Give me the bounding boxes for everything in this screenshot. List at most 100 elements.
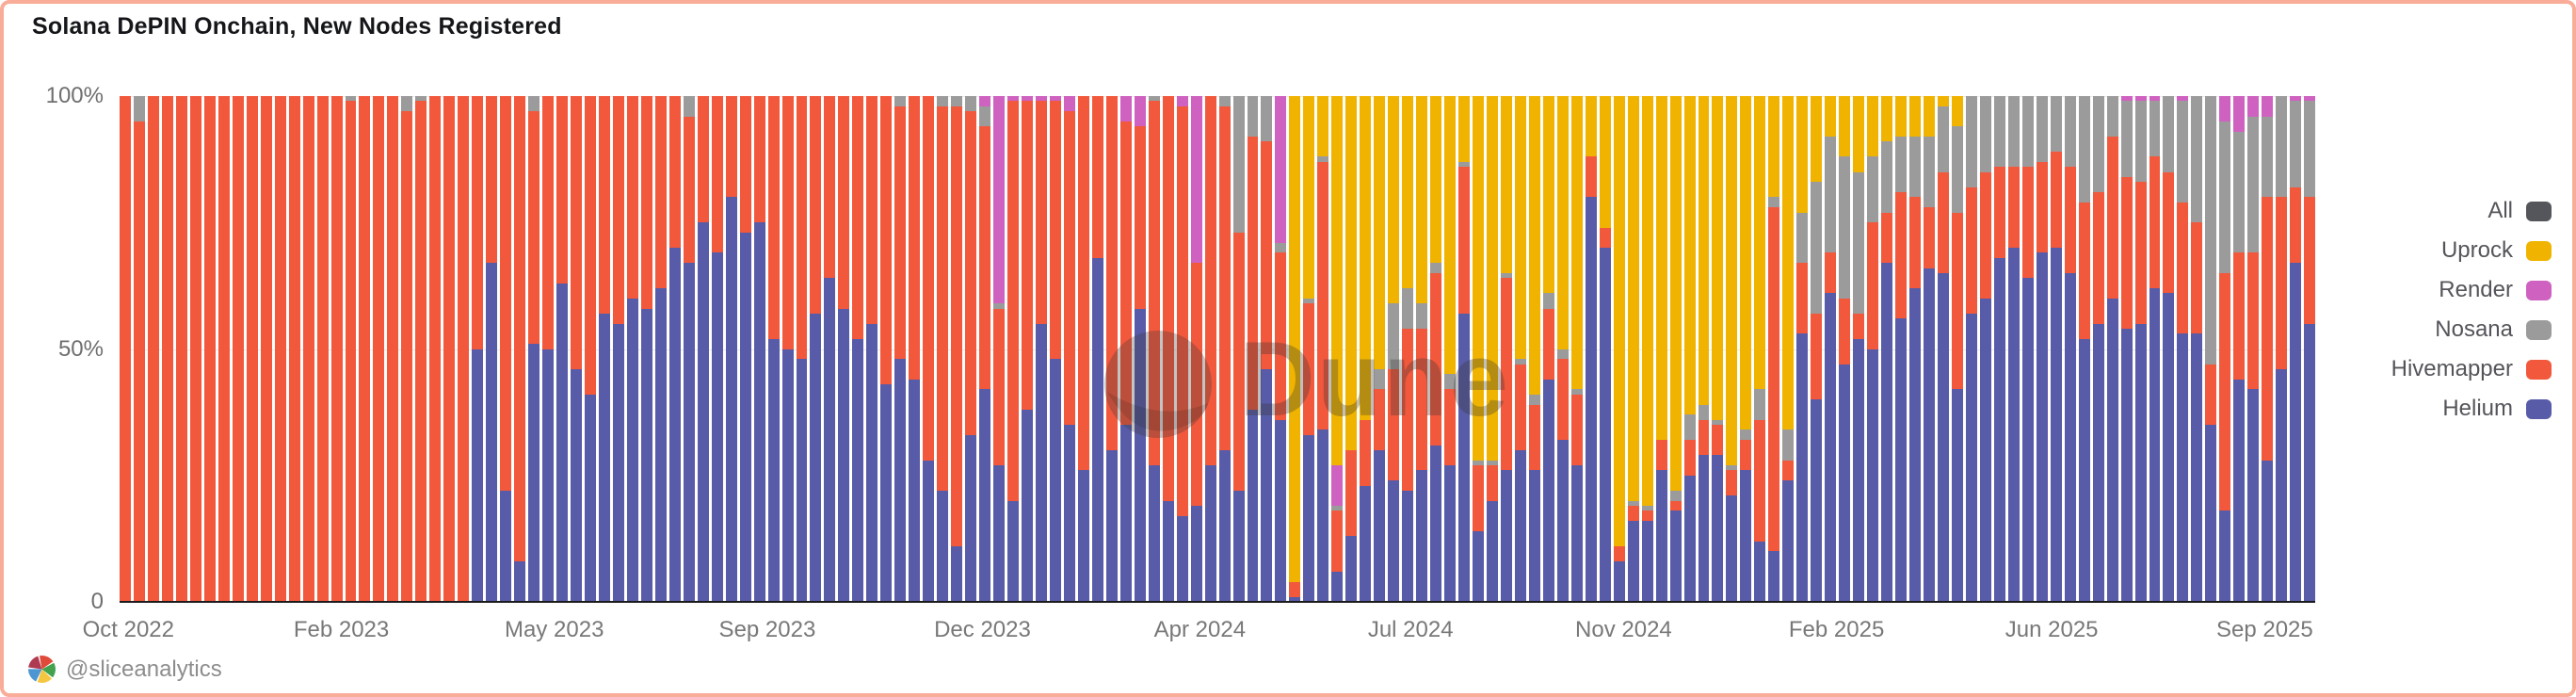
bar[interactable] bbox=[1782, 96, 1795, 602]
bar[interactable] bbox=[866, 96, 878, 602]
bar[interactable] bbox=[2262, 96, 2274, 602]
bar[interactable] bbox=[1063, 96, 1075, 602]
bar[interactable] bbox=[626, 96, 638, 602]
bar[interactable] bbox=[1261, 96, 1273, 602]
bar[interactable] bbox=[1924, 96, 1935, 602]
bar[interactable] bbox=[1486, 96, 1498, 602]
bar[interactable] bbox=[2021, 96, 2034, 602]
bar[interactable] bbox=[2092, 96, 2104, 602]
bar[interactable] bbox=[486, 96, 498, 602]
bar[interactable] bbox=[1811, 96, 1823, 602]
bar[interactable] bbox=[2007, 96, 2020, 602]
bar[interactable] bbox=[2290, 96, 2302, 602]
bar[interactable] bbox=[1148, 96, 1160, 602]
bar[interactable] bbox=[359, 96, 371, 602]
bar[interactable] bbox=[217, 96, 230, 602]
bar[interactable] bbox=[2191, 96, 2203, 602]
bar[interactable] bbox=[401, 96, 413, 602]
bar[interactable] bbox=[697, 96, 709, 602]
bar[interactable] bbox=[260, 96, 272, 602]
bar[interactable] bbox=[1430, 96, 1442, 602]
bar[interactable] bbox=[1331, 96, 1344, 602]
bar[interactable] bbox=[2149, 96, 2161, 602]
bar[interactable] bbox=[654, 96, 667, 602]
bar[interactable] bbox=[993, 96, 1006, 602]
bar[interactable] bbox=[556, 96, 568, 602]
bar[interactable] bbox=[203, 96, 216, 602]
bar[interactable] bbox=[1825, 96, 1837, 602]
bar[interactable] bbox=[1388, 96, 1400, 602]
legend-item-helium[interactable]: Helium bbox=[2391, 394, 2552, 424]
bar[interactable] bbox=[2064, 96, 2076, 602]
bar[interactable] bbox=[2120, 96, 2133, 602]
bar[interactable] bbox=[120, 96, 131, 602]
bar[interactable] bbox=[2205, 96, 2217, 602]
bar[interactable] bbox=[2247, 96, 2260, 602]
bar[interactable] bbox=[668, 96, 681, 602]
bar[interactable] bbox=[965, 96, 977, 602]
bar[interactable] bbox=[161, 96, 173, 602]
bar[interactable] bbox=[810, 96, 822, 602]
bar[interactable] bbox=[1993, 96, 2005, 602]
bar[interactable] bbox=[1007, 96, 1019, 602]
bar[interactable] bbox=[415, 96, 427, 602]
bar[interactable] bbox=[373, 96, 385, 602]
bar[interactable] bbox=[514, 96, 526, 602]
bar[interactable] bbox=[824, 96, 836, 602]
bar[interactable] bbox=[598, 96, 610, 602]
bar[interactable] bbox=[1627, 96, 1639, 602]
bar[interactable] bbox=[979, 96, 991, 602]
bar[interactable] bbox=[880, 96, 893, 602]
bar[interactable] bbox=[894, 96, 907, 602]
bar[interactable] bbox=[1091, 96, 1103, 602]
bar[interactable] bbox=[2106, 96, 2118, 602]
bar[interactable] bbox=[1232, 96, 1245, 602]
bar[interactable] bbox=[923, 96, 935, 602]
bar[interactable] bbox=[1613, 96, 1625, 602]
bar[interactable] bbox=[1105, 96, 1118, 602]
bar[interactable] bbox=[584, 96, 596, 602]
bar[interactable] bbox=[753, 96, 765, 602]
bar[interactable] bbox=[2163, 96, 2175, 602]
bar[interactable] bbox=[1951, 96, 1963, 602]
bar[interactable] bbox=[838, 96, 850, 602]
bar[interactable] bbox=[1937, 96, 1949, 602]
bar[interactable] bbox=[1712, 96, 1724, 602]
bar[interactable] bbox=[2078, 96, 2090, 602]
bar[interactable] bbox=[1077, 96, 1089, 602]
bar[interactable] bbox=[1218, 96, 1231, 602]
bar[interactable] bbox=[1754, 96, 1766, 602]
bar[interactable] bbox=[909, 96, 921, 602]
bar[interactable] bbox=[1289, 96, 1301, 602]
bar[interactable] bbox=[796, 96, 808, 602]
bar[interactable] bbox=[1416, 96, 1428, 602]
bar[interactable] bbox=[1965, 96, 1977, 602]
bar[interactable] bbox=[2134, 96, 2147, 602]
bar[interactable] bbox=[443, 96, 456, 602]
bar[interactable] bbox=[1162, 96, 1174, 602]
bar[interactable] bbox=[2050, 96, 2062, 602]
bar[interactable] bbox=[189, 96, 201, 602]
legend-item-nosana[interactable]: Nosana bbox=[2391, 315, 2552, 345]
bar[interactable] bbox=[232, 96, 244, 602]
bar[interactable] bbox=[1176, 96, 1188, 602]
bar[interactable] bbox=[1528, 96, 1540, 602]
bar[interactable] bbox=[1374, 96, 1386, 602]
bar[interactable] bbox=[429, 96, 442, 602]
bar[interactable] bbox=[1909, 96, 1921, 602]
bar[interactable] bbox=[1867, 96, 1879, 602]
bar[interactable] bbox=[1641, 96, 1653, 602]
bar[interactable] bbox=[345, 96, 357, 602]
bar[interactable] bbox=[937, 96, 949, 602]
bar[interactable] bbox=[1796, 96, 1809, 602]
bar[interactable] bbox=[1303, 96, 1315, 602]
legend-item-render[interactable]: Render bbox=[2391, 275, 2552, 305]
bar[interactable] bbox=[2304, 96, 2316, 602]
bar[interactable] bbox=[2233, 96, 2246, 602]
bar[interactable] bbox=[1740, 96, 1752, 602]
bar[interactable] bbox=[288, 96, 300, 602]
bar[interactable] bbox=[274, 96, 286, 602]
bar[interactable] bbox=[528, 96, 540, 602]
bar[interactable] bbox=[1402, 96, 1414, 602]
bar[interactable] bbox=[739, 96, 751, 602]
